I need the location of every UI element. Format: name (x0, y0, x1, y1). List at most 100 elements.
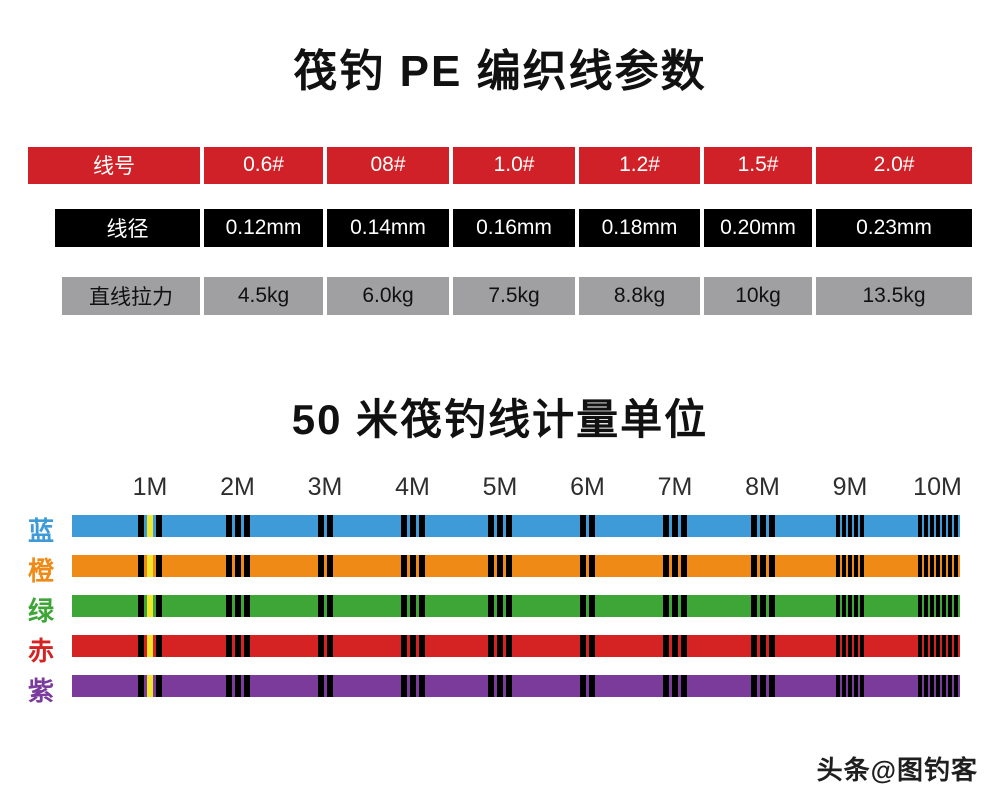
black-mark (768, 515, 775, 538)
black-mark (589, 635, 595, 658)
black-mark (672, 635, 678, 658)
black-mark (672, 595, 678, 618)
black-mark (663, 675, 669, 698)
line-rows: 蓝橙绿赤紫 (28, 515, 960, 706)
black-mark (138, 635, 144, 658)
line-row: 绿 (28, 595, 960, 626)
black-mark (681, 555, 687, 578)
black-mark (663, 635, 669, 658)
line-color-label: 橙 (27, 556, 54, 587)
black-mark (953, 675, 958, 698)
black-mark (935, 555, 940, 578)
yellow-mark (147, 675, 153, 698)
black-mark (935, 635, 940, 658)
black-mark (400, 635, 407, 658)
black-mark (947, 555, 952, 578)
black-mark (409, 635, 416, 658)
table-cell: 7.5kg (453, 276, 575, 315)
line-row: 蓝 (28, 515, 960, 546)
black-mark (848, 515, 852, 538)
black-mark (234, 595, 241, 618)
table-cell: 1.0# (453, 146, 575, 184)
meter-label: 9M (832, 473, 868, 502)
black-mark (497, 515, 503, 538)
black-mark (860, 515, 864, 538)
black-mark (935, 515, 940, 538)
credit-watermark: 头条@图钓客 (816, 755, 978, 785)
black-mark (917, 555, 922, 578)
black-mark (488, 595, 494, 618)
black-mark (848, 675, 852, 698)
table-cell: 0.12mm (204, 208, 323, 247)
table-cell: 6.0kg (327, 276, 449, 315)
black-mark (589, 675, 595, 698)
black-mark (935, 595, 940, 618)
black-mark (589, 595, 595, 618)
black-mark (854, 675, 858, 698)
black-mark (317, 515, 324, 538)
black-mark (234, 635, 241, 658)
black-mark (497, 675, 503, 698)
black-mark (917, 515, 922, 538)
black-mark (156, 555, 162, 578)
meter-label: 7M (657, 473, 693, 502)
table-cell: 4.5kg (204, 276, 323, 315)
black-mark (506, 675, 512, 698)
meter-label: 6M (570, 473, 605, 502)
line-bar (72, 635, 960, 658)
black-mark (941, 555, 946, 578)
black-mark (497, 595, 503, 618)
black-mark (929, 635, 934, 658)
black-mark (225, 635, 232, 658)
table-cell: 08# (327, 146, 449, 184)
black-mark (848, 595, 852, 618)
black-mark (750, 675, 757, 698)
black-mark (860, 635, 864, 658)
black-mark (497, 555, 503, 578)
black-mark (580, 635, 586, 658)
black-mark (768, 595, 775, 618)
black-mark (506, 515, 512, 538)
black-mark (138, 555, 144, 578)
black-mark (750, 635, 757, 658)
black-mark (488, 555, 494, 578)
black-mark (836, 675, 840, 698)
black-mark (854, 555, 858, 578)
black-mark (759, 595, 766, 618)
black-mark (929, 555, 934, 578)
table-row: 线径 0.12mm 0.14mm 0.16mm 0.18mm 0.20mm 0.23mm (55, 208, 972, 247)
table-cell: 8.8kg (579, 276, 700, 315)
black-mark (860, 555, 864, 578)
black-mark (156, 595, 162, 618)
black-mark (917, 635, 922, 658)
black-mark (759, 555, 766, 578)
black-mark (589, 515, 595, 538)
black-mark (243, 555, 250, 578)
black-mark (138, 675, 144, 698)
line-color-label: 紫 (27, 676, 54, 707)
black-mark (842, 515, 846, 538)
black-mark (400, 675, 407, 698)
black-mark (681, 595, 687, 618)
black-mark (941, 515, 946, 538)
black-mark (497, 635, 503, 658)
black-mark (750, 595, 757, 618)
black-mark (953, 555, 958, 578)
black-mark (848, 555, 852, 578)
black-mark (854, 515, 858, 538)
params-table: 线号 0.6# 08# 1.0# 1.2# 1.5# 2.0# 线径 0.12mm 0.14mm 0… (28, 146, 972, 315)
line-color-label: 绿 (27, 596, 54, 627)
black-mark (663, 515, 669, 538)
black-mark (923, 675, 928, 698)
line-bar (72, 515, 960, 538)
meter-label: 2M (220, 473, 255, 502)
black-mark (923, 635, 928, 658)
black-mark (156, 675, 162, 698)
black-mark (156, 635, 162, 658)
black-mark (941, 635, 946, 658)
black-mark (225, 595, 232, 618)
black-mark (663, 595, 669, 618)
meter-label: 3M (307, 473, 343, 502)
black-mark (418, 595, 425, 618)
